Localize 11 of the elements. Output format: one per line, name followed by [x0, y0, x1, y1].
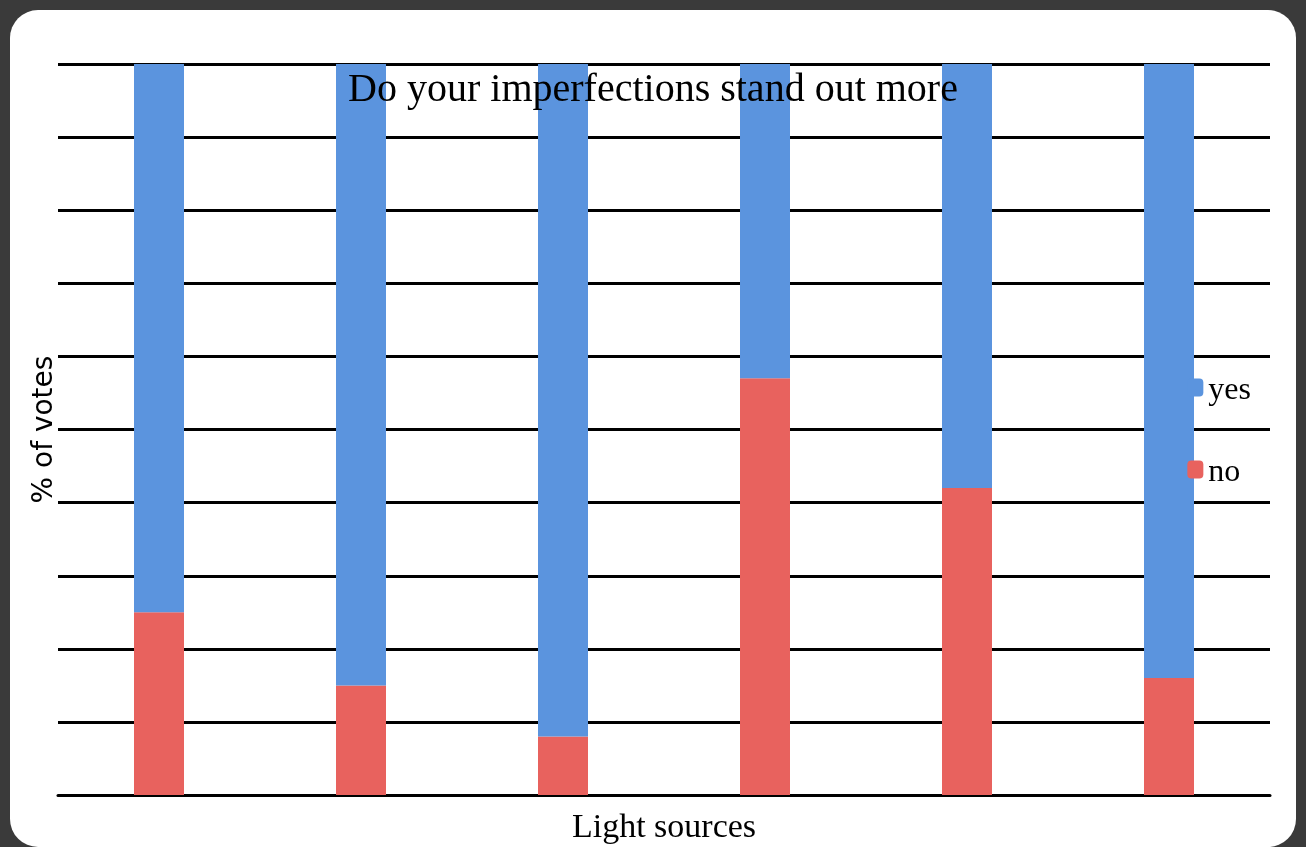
legend-label: yes: [1208, 369, 1251, 406]
bar: [1144, 678, 1194, 796]
bar: [740, 378, 790, 796]
x-axis-title: Light sources: [571, 806, 757, 844]
legend-label: no: [1208, 451, 1241, 488]
bar: [336, 685, 386, 796]
y-axis-title: % of votes: [25, 355, 59, 504]
bar: [134, 64, 184, 613]
bar: [942, 488, 992, 796]
bar: [134, 612, 184, 796]
bar: [538, 736, 588, 796]
